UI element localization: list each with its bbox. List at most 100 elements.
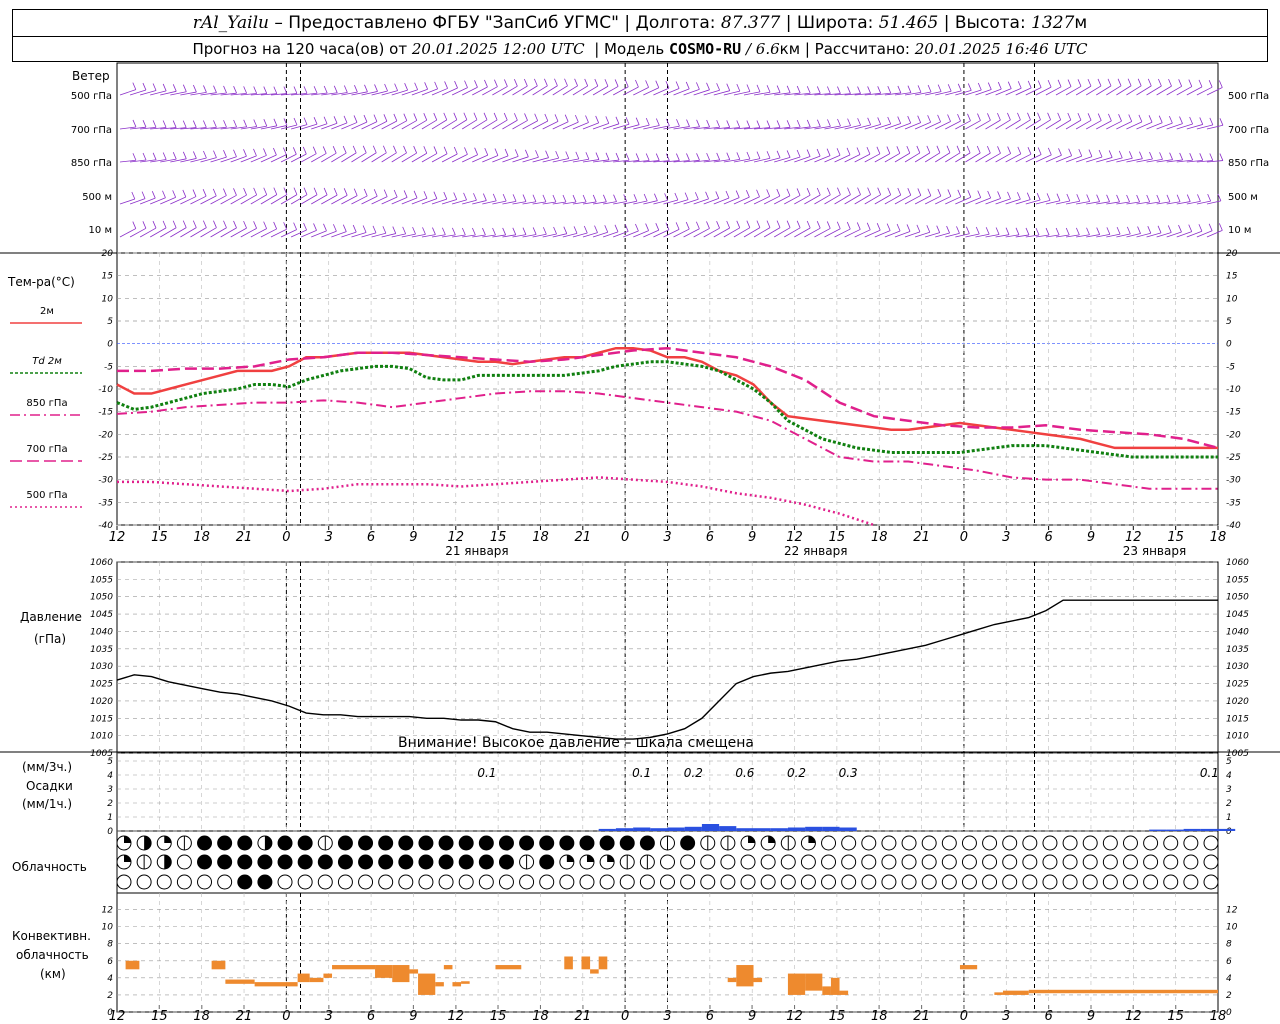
wind-barb-flag: [866, 222, 871, 230]
wind-barb-flag: [987, 113, 991, 121]
wind-barb: [240, 194, 257, 205]
wind-barb-flag: [625, 153, 630, 161]
wind-barb: [904, 152, 921, 163]
convective-cloud-bar: [323, 973, 333, 978]
wind-barb: [693, 159, 710, 163]
wind-barb-flag: [987, 190, 992, 199]
wind-barb: [431, 198, 447, 205]
cloud-cover-icon: [961, 854, 977, 870]
wind-barb-flag: [684, 192, 689, 200]
wind-barb-flag: [403, 145, 407, 154]
wind-barb-flag: [1087, 113, 1092, 121]
wind-barb: [1186, 159, 1203, 163]
cloud-cover-icon: [821, 874, 837, 890]
wind-barb: [431, 88, 448, 96]
wind-barb: [300, 153, 317, 163]
wind-barb: [743, 196, 760, 205]
wind-barb-flag: [303, 117, 308, 125]
pres-y-tick: 1060: [90, 558, 113, 568]
wind-barb-flag: [1058, 148, 1062, 156]
cloud-cover-icon: [1002, 854, 1018, 870]
wind-barb-flag: [1207, 193, 1212, 202]
wind-barb: [794, 156, 811, 163]
convective-cloud-bar: [409, 969, 419, 974]
wind-barb: [1186, 200, 1201, 205]
wind-barb-flag: [756, 151, 761, 159]
wind-barb-flag: [192, 120, 197, 128]
wind-barb-flag: [532, 227, 537, 235]
wind-barb-flag: [572, 194, 577, 203]
wind-barb: [210, 92, 227, 96]
wind-barb: [774, 157, 791, 163]
temp-axis-tick-label: 0: [621, 530, 629, 545]
pres-y-tick-right: 1025: [1226, 680, 1249, 690]
conv-axis-tick-label: 15: [829, 1009, 846, 1024]
cloud-cover-icon: [1102, 854, 1118, 870]
wind-barb: [924, 152, 941, 163]
wind-barb: [411, 119, 427, 130]
wind-barb: [693, 89, 710, 96]
wind-barb-flag: [542, 227, 547, 235]
wind-barb-flag: [987, 82, 992, 90]
pres-y-tick: 1040: [90, 627, 113, 637]
precip-bar: [736, 828, 754, 831]
convective-cloud-bar: [332, 965, 376, 970]
cloud-cover-icon: [1082, 854, 1098, 870]
wind-barb-flag: [665, 222, 670, 230]
convective-cloud-bar: [297, 973, 310, 983]
wind-barb-flag: [776, 220, 781, 228]
wind-barb: [1136, 158, 1153, 163]
wind-barb-flag: [856, 222, 861, 230]
cloud-cover-icon: [539, 854, 555, 870]
wind-barb: [492, 119, 508, 130]
wind-barb-flag: [151, 191, 156, 199]
wind-barb: [492, 86, 508, 96]
wind-barb: [492, 200, 507, 205]
wind-barb-flag: [293, 117, 298, 126]
wind-barb: [139, 197, 156, 205]
convective-cloud-bar: [727, 977, 737, 983]
wind-barb-flag: [383, 189, 388, 197]
wind-barb: [119, 198, 135, 205]
wind-barb-flag: [313, 86, 318, 94]
cloud-cover-icon: [176, 874, 192, 890]
temp-y-tick-right: -5: [1226, 362, 1235, 372]
wind-barb-flag: [907, 85, 912, 93]
cloud-cover-icon: [780, 874, 796, 890]
cloud-cover-icon: [237, 854, 253, 870]
wind-barb: [381, 196, 398, 205]
wind-barb-flag: [582, 194, 587, 203]
wind-barb-flag: [132, 119, 137, 128]
temp-axis-tick-label: 12: [447, 530, 464, 545]
wind-barb-flag: [524, 113, 528, 121]
pres-y-tick-right: 1030: [1226, 662, 1249, 672]
wind-barb: [321, 122, 338, 130]
wind-barb: [150, 90, 167, 96]
wind-barb-flag: [806, 119, 811, 128]
wind-barb: [995, 119, 1011, 130]
wind-barb: [854, 93, 871, 96]
wind-barb-flag: [1167, 225, 1172, 233]
wind-barb-flag: [926, 145, 931, 154]
cloud-cover-icon: [1122, 874, 1138, 890]
wind-barb: [140, 90, 157, 96]
conv-y-tick: 8: [107, 940, 113, 950]
cloud-cover-icon: [700, 854, 716, 870]
cloud-cover-icon: [700, 874, 716, 890]
wind-barb-flag: [1169, 152, 1173, 160]
wind-barb-flag: [564, 78, 568, 86]
wind-barb: [582, 232, 598, 238]
conv-y-tick-right: 10: [1226, 923, 1238, 933]
wind-barb-flag: [847, 118, 851, 126]
cloud-cover-icon: [619, 835, 635, 851]
wind-barb-flag: [1007, 146, 1012, 154]
prec-y-tick: 1: [107, 813, 113, 823]
wind-barb-flag: [726, 83, 731, 91]
wind-barb-flag: [1035, 227, 1040, 236]
cloud-cover-icon: [881, 874, 897, 890]
wind-barb-flag: [282, 147, 287, 155]
convective-cloud-bar: [392, 965, 410, 983]
pres-y-tick: 1030: [90, 662, 113, 672]
wind-barb: [441, 153, 458, 163]
wind-barb-flag: [182, 220, 187, 228]
